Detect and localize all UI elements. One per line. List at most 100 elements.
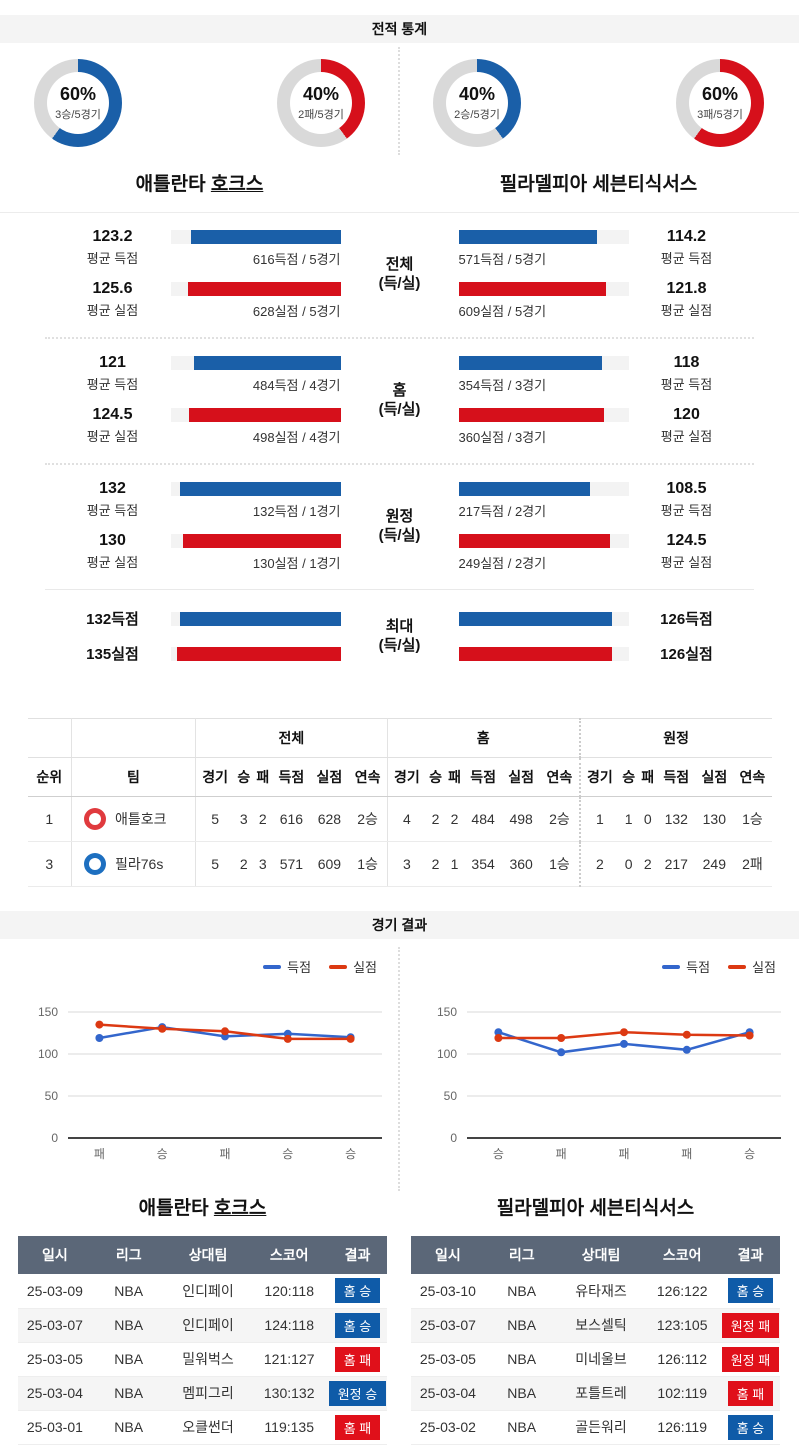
svg-text:승: 승	[744, 1147, 755, 1161]
game-opponent: 미네울브	[558, 1342, 644, 1377]
game-date: 25-03-01	[18, 1410, 92, 1445]
line-chart-svg: 0 50 100 150 패 승 패 승 승	[38, 1005, 382, 1161]
away-team-results: 필라델피아 세븐티식서스 일시 리그 상대팀 스코어 결과 25-03-10 NBA 유…	[411, 1179, 780, 1445]
away-results-table: 일시 리그 상대팀 스코어 결과 25-03-10 NBA 유타재즈 126:122 홈…	[411, 1236, 780, 1445]
chart-legend: 득점 실점	[0, 941, 399, 976]
svg-text:0: 0	[450, 1131, 457, 1145]
result-badge: 홈 승	[727, 1278, 774, 1304]
rank-header: 순위	[27, 757, 72, 797]
away-loss-donut-chart: 60% 3패/5경기	[676, 59, 764, 147]
max-concede-label: 135실점	[86, 646, 139, 663]
stat-value: 3	[387, 841, 426, 887]
stat-col-header: 패	[445, 757, 465, 797]
win-percent: 60%	[59, 84, 97, 104]
game-score: 123:105	[643, 1308, 721, 1343]
avg-value: 130	[99, 532, 126, 549]
loss-detail: 3패/5경기	[697, 109, 743, 121]
stat-value: 2패	[733, 841, 772, 887]
away-team-results-title[interactable]: 필라델피아 세븐티식서스	[496, 1198, 695, 1219]
rank-value: 1	[27, 796, 72, 842]
stat-value: 484	[464, 796, 503, 842]
stat-comparison-groups: 123.2 평균 득점 616득점 / 5경기 125.6 평균 실점 628실…	[0, 213, 799, 590]
away-win-donut-chart: 40% 2승/5경기	[433, 59, 521, 147]
avg-label: 평균 득점	[86, 251, 139, 267]
svg-text:승: 승	[345, 1147, 356, 1161]
avg-value: 118	[673, 354, 700, 371]
game-league: NBA	[91, 1410, 166, 1445]
game-result-row: 25-03-09 NBA 인디페이 120:118 홈 승	[18, 1274, 387, 1309]
game-score: 124:118	[250, 1308, 328, 1343]
stat-value: 498	[502, 796, 541, 842]
game-opponent: 인디페이	[165, 1274, 251, 1309]
game-score: 126:112	[643, 1342, 721, 1377]
concede-bar	[189, 408, 341, 422]
result-badge: 홈 패	[334, 1346, 381, 1372]
score-legend-label: 득점	[287, 960, 312, 975]
stat-col-header: 득점	[272, 757, 311, 797]
svg-text:100: 100	[437, 1047, 457, 1061]
away-team-line-chart: 0 50 100 150 승 패 패 패 승	[399, 976, 798, 1173]
stat-value: 0	[619, 841, 639, 887]
vertical-dotted-divider	[398, 947, 400, 1191]
home-team-donuts: 60% 3승/5경기 40% 2패/5경기	[0, 59, 399, 147]
game-league: NBA	[484, 1342, 559, 1377]
home-team-name-link[interactable]: 애틀란타 호크스	[135, 174, 264, 195]
svg-text:패: 패	[219, 1147, 230, 1161]
max-concede-label: 126실점	[660, 646, 713, 663]
game-league: NBA	[91, 1308, 166, 1343]
stat-col-header: 패	[638, 757, 658, 797]
svg-text:50: 50	[444, 1089, 458, 1103]
game-opponent: 멤피그리	[165, 1376, 251, 1411]
win-rate-donuts: 60% 3승/5경기 40% 2패/5경기 40% 2승/5경기 6	[0, 43, 799, 159]
results-area: 득점 실점 0 50 100 150 패 승 패 승 승 득점 실점 0 50 100 150 승 패 패 패…	[0, 941, 799, 1445]
group-header-overall: 전체	[195, 718, 388, 758]
game-result-row: 25-03-04 NBA 멤피그리 130:132 원정 승	[18, 1376, 387, 1411]
avg-value: 123.2	[92, 228, 133, 245]
stats-section-header: 전적 통계	[0, 15, 799, 43]
game-score: 126:119	[643, 1410, 721, 1445]
stat-group-label: 홈 (득/실)	[378, 381, 421, 419]
results-col-header: 스코어	[643, 1236, 721, 1274]
stat-col-header: 실점	[310, 757, 349, 797]
avg-value: 125.6	[92, 280, 133, 297]
stat-value: 4	[387, 796, 426, 842]
avg-value: 124.5	[92, 406, 133, 423]
stat-col-header: 실점	[502, 757, 541, 797]
concede-detail: 498실점 / 4경기	[252, 430, 341, 445]
table-row: 3 필라76s 5 2 3 571 609 1승 3 2 1 354 360 1승 2 0 2 217 249 2패	[27, 841, 772, 887]
score-detail: 217득점 / 2경기	[458, 504, 547, 519]
stat-group-label: 전체 (득/실)	[378, 255, 421, 293]
svg-text:100: 100	[38, 1047, 58, 1061]
stat-group: 121 평균 득점 484득점 / 4경기 124.5 평균 실점 498실점 …	[45, 339, 754, 465]
results-col-header: 상대팀	[165, 1236, 251, 1274]
avg-label: 평균 득점	[660, 251, 713, 267]
team-logo-icon	[84, 853, 106, 875]
results-section-header: 경기 결과	[0, 911, 799, 939]
away-team-name-link[interactable]: 필라델피아 세븐티식서스	[499, 174, 698, 195]
loss-percent: 40%	[302, 84, 340, 104]
game-opponent: 밀워벅스	[165, 1342, 251, 1377]
stat-value: 1승	[540, 841, 581, 887]
concede-bar	[182, 534, 341, 548]
avg-label: 평균 실점	[86, 429, 139, 445]
score-bar	[190, 230, 341, 244]
stat-col-header: 패	[253, 757, 273, 797]
stat-col-header: 승	[426, 757, 446, 797]
stat-value: 1	[619, 796, 639, 842]
avg-value: 120	[673, 406, 700, 423]
home-team-results-title[interactable]: 애틀란타 호크스	[138, 1198, 267, 1219]
svg-text:0: 0	[51, 1131, 58, 1145]
game-score: 130:132	[250, 1376, 328, 1411]
result-badge: 홈 패	[727, 1380, 774, 1406]
stat-value: 132	[657, 796, 696, 842]
stat-value: 217	[657, 841, 696, 887]
stat-value: 5	[195, 841, 235, 887]
results-col-header: 일시	[18, 1236, 92, 1274]
game-result-row: 25-03-05 NBA 밀워벅스 121:127 홈 패	[18, 1342, 387, 1377]
score-bar	[458, 356, 602, 370]
results-col-header: 결과	[720, 1236, 780, 1274]
svg-text:150: 150	[38, 1005, 58, 1019]
svg-text:승: 승	[157, 1147, 168, 1161]
max-group-label: 최대 (득/실)	[378, 617, 421, 655]
avg-value: 121	[99, 354, 126, 371]
